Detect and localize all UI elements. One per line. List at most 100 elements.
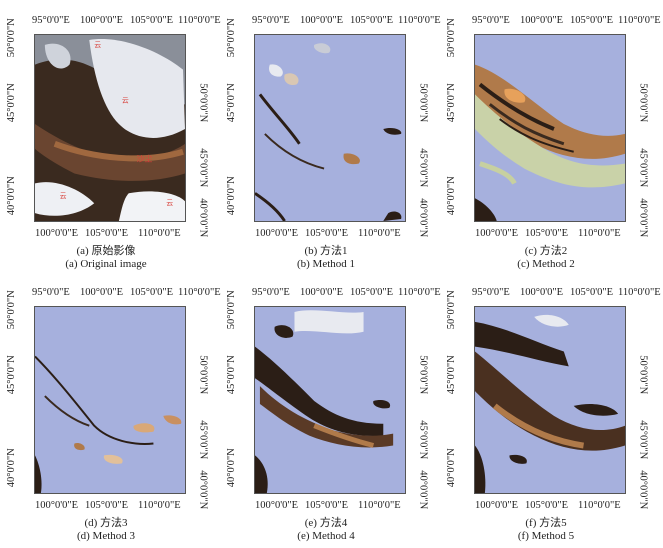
- right-tick: 45°0'0"N: [637, 420, 649, 460]
- map-method-2: [474, 34, 626, 222]
- caption-en: (c) Method 2: [517, 258, 575, 270]
- right-tick: 40°0'0"N: [637, 198, 649, 238]
- top-tick: 100°0'0"E: [520, 287, 564, 298]
- map-original-image: 云 云 沙尘 云 云: [34, 34, 186, 222]
- top-tick: 95°0'0"E: [32, 287, 70, 298]
- caption-cn: (a) 原始影像: [76, 245, 136, 257]
- label-cloud-3: 云: [60, 192, 67, 200]
- bottom-tick: 100°0'0"E: [35, 228, 79, 239]
- left-tick: 50°0'0"N: [445, 18, 457, 58]
- top-tick: 110°0'0"E: [398, 15, 441, 26]
- top-tick: 100°0'0"E: [520, 15, 564, 26]
- right-tick: 40°0'0"N: [637, 470, 649, 510]
- top-tick: 100°0'0"E: [300, 287, 344, 298]
- right-tick: 40°0'0"N: [417, 470, 429, 510]
- left-tick: 40°0'0"N: [5, 176, 17, 216]
- panel-e-method-4: 95°0'0"E 100°0'0"E 105°0'0"E 110°0'0"E 1…: [220, 272, 441, 542]
- top-tick: 95°0'0"E: [472, 15, 510, 26]
- right-tick: 40°0'0"N: [417, 198, 429, 238]
- top-tick: 105°0'0"E: [130, 15, 174, 26]
- bottom-tick: 110°0'0"E: [578, 228, 621, 239]
- label-cloud-2: 云: [122, 96, 129, 104]
- label-cloud-1: 云: [94, 41, 101, 49]
- label-dust: 沙尘: [137, 154, 153, 164]
- caption-cn: (c) 方法2: [524, 245, 568, 257]
- left-tick: 45°0'0"N: [445, 83, 457, 123]
- bottom-tick: 105°0'0"E: [85, 228, 129, 239]
- caption-en: (f) Method 5: [517, 530, 575, 542]
- panel-b-method-1: 95°0'0"E 100°0'0"E 105°0'0"E 110°0'0"E 1…: [220, 0, 441, 270]
- right-tick: 50°0'0"N: [417, 355, 429, 395]
- label-cloud-4: 云: [166, 199, 173, 207]
- left-tick: 45°0'0"N: [5, 355, 17, 395]
- left-tick: 45°0'0"N: [225, 355, 237, 395]
- right-tick: 40°0'0"N: [197, 470, 209, 510]
- right-tick: 50°0'0"N: [417, 83, 429, 123]
- right-tick: 50°0'0"N: [197, 83, 209, 123]
- caption-en: (d) Method 3: [76, 530, 136, 542]
- top-tick: 95°0'0"E: [32, 15, 70, 26]
- top-tick: 110°0'0"E: [618, 287, 661, 298]
- left-tick: 50°0'0"N: [445, 290, 457, 330]
- top-tick: 100°0'0"E: [80, 287, 124, 298]
- right-tick: 50°0'0"N: [197, 355, 209, 395]
- bottom-tick: 105°0'0"E: [85, 500, 129, 511]
- left-tick: 50°0'0"N: [225, 18, 237, 58]
- bottom-tick: 110°0'0"E: [358, 500, 401, 511]
- bottom-tick: 100°0'0"E: [255, 500, 299, 511]
- right-tick: 45°0'0"N: [197, 148, 209, 188]
- map-method-5: [474, 306, 626, 494]
- panel-f-method-5: 95°0'0"E 100°0'0"E 105°0'0"E 110°0'0"E 1…: [440, 272, 661, 542]
- left-tick: 40°0'0"N: [225, 448, 237, 488]
- caption-cn: (b) 方法1: [304, 245, 348, 257]
- top-tick: 95°0'0"E: [472, 287, 510, 298]
- top-tick: 110°0'0"E: [178, 15, 221, 26]
- top-tick: 100°0'0"E: [80, 15, 124, 26]
- bottom-tick: 100°0'0"E: [475, 500, 519, 511]
- left-tick: 45°0'0"N: [445, 355, 457, 395]
- bottom-tick: 110°0'0"E: [138, 500, 181, 511]
- top-tick: 105°0'0"E: [130, 287, 174, 298]
- left-tick: 40°0'0"N: [445, 448, 457, 488]
- top-tick: 110°0'0"E: [178, 287, 221, 298]
- bottom-tick: 105°0'0"E: [525, 500, 569, 511]
- map-method-4: [254, 306, 406, 494]
- left-tick: 40°0'0"N: [445, 176, 457, 216]
- map-method-3: [34, 306, 186, 494]
- caption-cn: (e) 方法4: [304, 517, 348, 529]
- caption-en: (a) Original image: [65, 258, 147, 270]
- bottom-tick: 110°0'0"E: [358, 228, 401, 239]
- right-tick: 45°0'0"N: [417, 420, 429, 460]
- right-tick: 45°0'0"N: [637, 148, 649, 188]
- left-tick: 40°0'0"N: [225, 176, 237, 216]
- right-tick: 50°0'0"N: [637, 355, 649, 395]
- top-tick: 110°0'0"E: [618, 15, 661, 26]
- right-tick: 45°0'0"N: [197, 420, 209, 460]
- left-tick: 50°0'0"N: [5, 18, 17, 58]
- right-tick: 40°0'0"N: [197, 198, 209, 238]
- left-tick: 50°0'0"N: [225, 290, 237, 330]
- caption-en: (e) Method 4: [297, 530, 355, 542]
- left-tick: 45°0'0"N: [5, 83, 17, 123]
- top-tick: 105°0'0"E: [570, 15, 614, 26]
- bottom-tick: 105°0'0"E: [305, 228, 349, 239]
- left-tick: 40°0'0"N: [5, 448, 17, 488]
- bottom-tick: 100°0'0"E: [35, 500, 79, 511]
- top-tick: 105°0'0"E: [350, 287, 394, 298]
- panel-a-original: 云 云 沙尘 云 云 95°0'0"E 100°0'0"E 105°0'0"E …: [0, 0, 221, 270]
- bottom-tick: 105°0'0"E: [525, 228, 569, 239]
- panel-c-method-2: 95°0'0"E 100°0'0"E 105°0'0"E 110°0'0"E 1…: [440, 0, 661, 270]
- left-tick: 45°0'0"N: [225, 83, 237, 123]
- right-tick: 45°0'0"N: [417, 148, 429, 188]
- bottom-tick: 100°0'0"E: [255, 228, 299, 239]
- left-tick: 50°0'0"N: [5, 290, 17, 330]
- caption-en: (b) Method 1: [296, 258, 356, 270]
- right-tick: 50°0'0"N: [637, 83, 649, 123]
- map-method-1: [254, 34, 406, 222]
- top-tick: 100°0'0"E: [300, 15, 344, 26]
- bottom-tick: 105°0'0"E: [305, 500, 349, 511]
- top-tick: 95°0'0"E: [252, 15, 290, 26]
- top-tick: 105°0'0"E: [570, 287, 614, 298]
- caption-cn: (d) 方法3: [84, 517, 128, 529]
- top-tick: 95°0'0"E: [252, 287, 290, 298]
